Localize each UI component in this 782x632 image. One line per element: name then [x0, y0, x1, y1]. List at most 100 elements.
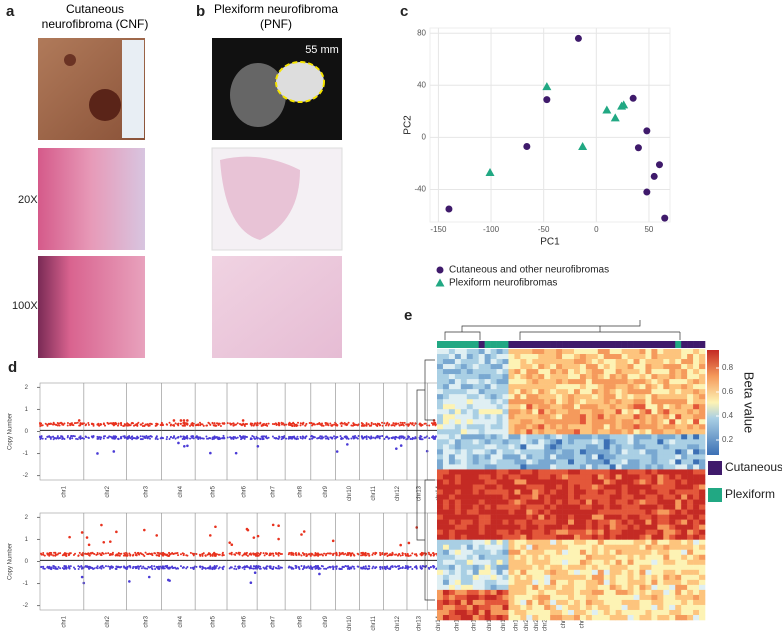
heatmap-cell — [508, 429, 515, 435]
photo-detail — [64, 54, 76, 66]
heatmap-cell — [633, 569, 640, 576]
heatmap-cell — [645, 349, 652, 355]
heatmap-cell — [675, 444, 682, 450]
heatmap-cell — [478, 564, 485, 571]
cn-dot — [319, 567, 322, 570]
heatmap-cell — [627, 539, 634, 546]
heatmap-cell — [651, 539, 658, 546]
cn-dot — [192, 554, 195, 557]
heatmap-cell — [633, 379, 640, 385]
cn-dot — [122, 424, 125, 427]
heatmap-cell — [603, 524, 611, 530]
heatmap-cell — [514, 404, 521, 410]
heatmap-cell — [460, 529, 468, 535]
heatmap-cell — [508, 504, 515, 510]
cn-dot — [347, 421, 350, 424]
heatmap-cell — [675, 464, 682, 470]
cn-dot — [201, 554, 204, 557]
heatmap-cell — [514, 469, 521, 475]
heatmap-cell — [532, 509, 539, 515]
cn-dot — [302, 530, 306, 533]
heatmap-cell — [633, 454, 640, 460]
cn-dot — [332, 566, 335, 569]
heatmap-cell — [532, 549, 539, 556]
heatmap-cell — [472, 449, 479, 455]
cn-dot — [376, 435, 379, 438]
heatmap-cell — [681, 419, 688, 425]
heatmap-cell — [514, 349, 521, 355]
heatmap-cell — [478, 479, 485, 485]
heatmap-cell — [573, 409, 581, 415]
heatmap-cell — [651, 389, 658, 395]
heatmap-cell — [621, 384, 628, 390]
heatmap-cell — [693, 524, 700, 530]
heatmap-cell — [687, 499, 694, 505]
heatmap-cell — [633, 539, 640, 546]
heatmap-cell — [454, 484, 462, 490]
heatmap-cell — [615, 444, 622, 450]
heatmap-cell — [681, 544, 688, 551]
cn-dot — [47, 422, 50, 425]
heatmap-cell — [627, 439, 634, 445]
heatmap-cell — [639, 469, 646, 475]
heatmap-cell — [651, 394, 658, 400]
heatmap-cell — [478, 454, 485, 460]
heatmap-cell — [627, 399, 634, 405]
cn-dot — [171, 552, 174, 555]
heatmap-cell — [484, 469, 491, 475]
heatmap-cell — [472, 374, 479, 380]
heatmap-cell — [568, 444, 575, 450]
heatmap-cell — [573, 404, 581, 410]
heatmap-cell — [544, 399, 551, 405]
heatmap-cell — [490, 549, 497, 556]
cn-dot — [371, 553, 374, 556]
heatmap-cell — [538, 434, 545, 440]
cn-dot — [191, 552, 194, 555]
heatmap-cell — [621, 399, 628, 405]
cn-dot — [61, 554, 64, 557]
cn-dot — [325, 435, 328, 438]
cn-dot — [148, 422, 151, 425]
heatmap-cell — [621, 499, 628, 505]
heatmap-cell — [466, 569, 474, 576]
heatmap-cell — [466, 414, 474, 420]
heatmap-cell — [532, 409, 539, 415]
heatmap-cell — [693, 474, 700, 480]
heatmap-cell — [490, 569, 497, 576]
heatmap-cell — [651, 369, 658, 375]
heatmap-cell — [693, 384, 700, 390]
heatmap-cell — [651, 429, 658, 435]
heatmap-cell — [591, 449, 599, 455]
cn-dot — [44, 422, 47, 425]
heatmap-cell — [478, 514, 485, 520]
heatmap-cell — [448, 369, 456, 375]
cn-dot — [52, 565, 55, 568]
heatmap-cell — [615, 454, 622, 460]
heatmap-cell — [437, 429, 444, 435]
heatmap-cell — [603, 424, 611, 430]
heatmap-cell — [502, 459, 509, 465]
heatmap-cell — [663, 484, 670, 490]
cn-dot — [86, 565, 89, 568]
heatmap-cell — [448, 524, 456, 530]
cn-dot — [123, 554, 126, 557]
heatmap-cell — [460, 429, 468, 435]
cn-dot — [271, 423, 274, 426]
heatmap-cell — [532, 569, 539, 576]
heatmap-cell — [478, 459, 485, 465]
heatmap-cell — [472, 504, 479, 510]
heatmap-cell — [591, 574, 599, 581]
heatmap-cell — [633, 494, 640, 500]
heatmap-cell — [657, 494, 664, 500]
heatmap-cell — [526, 409, 533, 415]
heatmap-cell — [538, 529, 545, 535]
heatmap-cell — [675, 524, 682, 530]
heatmap-cell — [657, 539, 664, 546]
cn-dot — [347, 437, 350, 440]
heatmap-cell — [550, 454, 557, 460]
heatmap-cell — [556, 449, 563, 455]
heatmap-cell — [532, 364, 539, 370]
heatmap-cell — [603, 549, 611, 556]
heatmap-cell — [651, 439, 658, 445]
cn-dot — [101, 551, 104, 554]
